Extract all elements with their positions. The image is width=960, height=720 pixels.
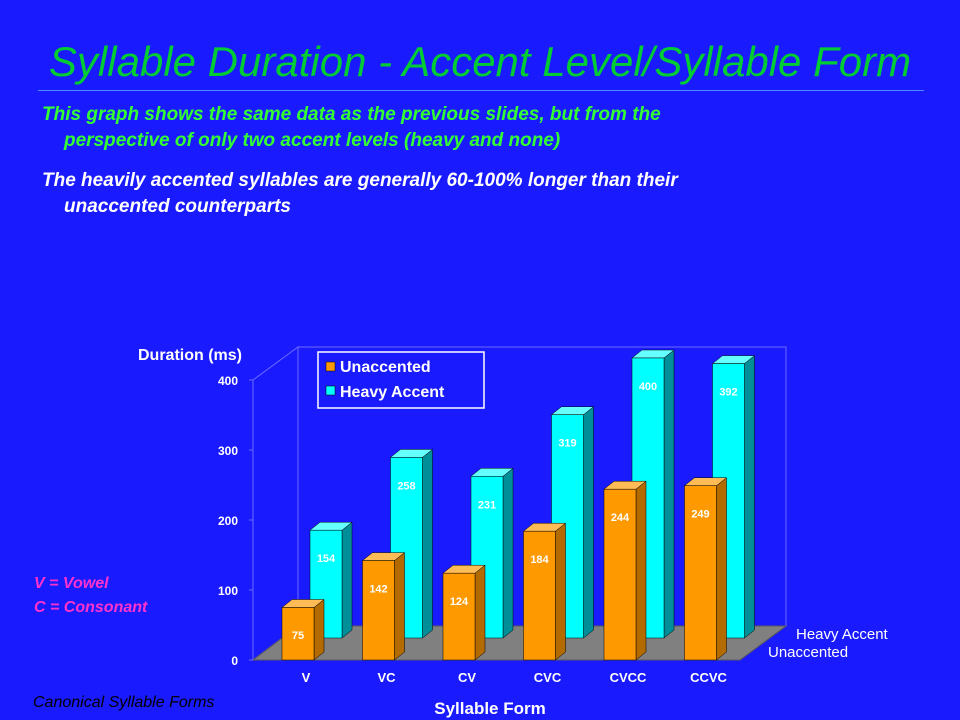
x-tick-label: CV <box>458 670 476 685</box>
legend-swatch-heavy <box>325 385 336 396</box>
bar-side-face <box>583 406 594 639</box>
bullet-2: The heavily accented syllables are gener… <box>42 168 902 220</box>
y-tick-label: 300 <box>218 444 238 458</box>
bar-side-face <box>422 448 433 639</box>
bar-value-label: 319 <box>558 438 576 450</box>
bar-side-face <box>663 349 675 639</box>
bullet-2-line-2: unaccented counterparts <box>64 196 291 217</box>
y-tick-label: 100 <box>218 584 238 598</box>
bar-value-label: 400 <box>639 381 657 393</box>
depth-label-unaccented: Unaccented <box>768 644 848 661</box>
bar-value-label: 124 <box>450 596 469 608</box>
y-axis: 0 100 200 300 400 <box>218 374 253 668</box>
bar-value-label: 142 <box>369 584 387 596</box>
x-tick-label: VC <box>377 670 396 685</box>
bar-side-face <box>716 477 727 661</box>
title-divider <box>38 90 924 91</box>
y-tick-label: 0 <box>231 654 238 668</box>
bullet-1-line-2: perspective of only two accent levels (h… <box>64 130 561 151</box>
bullet-1: This graph shows the same data as the pr… <box>42 102 902 154</box>
legend-label-heavy: Heavy Accent <box>340 384 445 401</box>
x-tick-label: CVC <box>534 670 562 685</box>
bar-side-face <box>744 355 755 639</box>
chart-legend: Unaccented Heavy Accent <box>317 351 485 409</box>
consonant-note: C = Consonant <box>34 599 148 616</box>
footer-label: Canonical Syllable Forms <box>33 694 215 711</box>
bar-value-label: 154 <box>317 553 336 565</box>
bar-value-label: 392 <box>719 387 737 399</box>
y-tick-label: 400 <box>218 374 238 388</box>
y-axis-title: Duration (ms) <box>138 347 242 364</box>
x-tick-label: V <box>302 670 311 685</box>
bullet-2-line-1: The heavily accented syllables are gener… <box>42 170 678 191</box>
bar-value-label: 249 <box>691 509 709 521</box>
bar-side-face <box>341 521 353 639</box>
vowel-note: V = Vowel <box>34 575 109 592</box>
bar-side-face <box>394 552 405 661</box>
bar-side-face <box>313 598 325 661</box>
bars: 154 258 231 319 400 392 75 142 124 184 244 249 <box>281 349 756 661</box>
bar-value-label: 258 <box>397 480 415 492</box>
notation-key: V = Vowel C = Consonant <box>34 572 147 620</box>
bullet-1-line-1: This graph shows the same data as the pr… <box>42 104 661 125</box>
bar <box>684 485 717 661</box>
legend-swatch-unaccented <box>325 361 336 372</box>
bar-value-label: 75 <box>292 630 304 642</box>
bar-value-label: 184 <box>530 554 549 566</box>
bar <box>442 572 476 661</box>
bar-side-face <box>474 564 486 661</box>
bar-side-face <box>502 467 514 639</box>
bar-side-face <box>635 480 647 661</box>
x-tick-label: CVCC <box>610 670 647 685</box>
bar <box>281 607 315 661</box>
x-axis: V VC CV CVC CVCC CCVC <box>302 670 728 685</box>
y-tick-label: 200 <box>218 514 238 528</box>
bar-value-label: 231 <box>478 499 496 511</box>
bar-side-face <box>555 522 566 661</box>
legend-label-unaccented: Unaccented <box>340 359 431 376</box>
bar <box>362 560 395 661</box>
depth-label-heavy: Heavy Accent <box>796 626 889 643</box>
slide-title: Syllable Duration - Accent Level/Syllabl… <box>48 38 912 85</box>
bar <box>603 488 637 661</box>
bar <box>523 530 556 661</box>
x-tick-label: CCVC <box>690 670 727 685</box>
bar-value-label: 244 <box>611 512 630 524</box>
legend-box <box>317 351 485 409</box>
x-axis-title: Syllable Form <box>434 699 545 718</box>
